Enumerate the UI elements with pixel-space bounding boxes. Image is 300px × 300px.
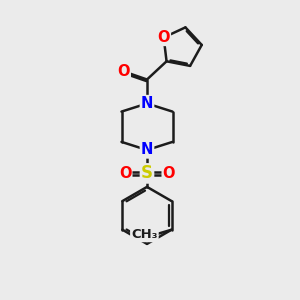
Text: CH₃: CH₃ bbox=[131, 228, 158, 241]
Text: O: O bbox=[117, 64, 130, 79]
Text: O: O bbox=[158, 30, 170, 45]
Text: N: N bbox=[141, 142, 153, 158]
Text: O: O bbox=[163, 166, 175, 181]
Text: S: S bbox=[141, 164, 153, 182]
Text: O: O bbox=[119, 166, 131, 181]
Text: N: N bbox=[141, 96, 153, 111]
